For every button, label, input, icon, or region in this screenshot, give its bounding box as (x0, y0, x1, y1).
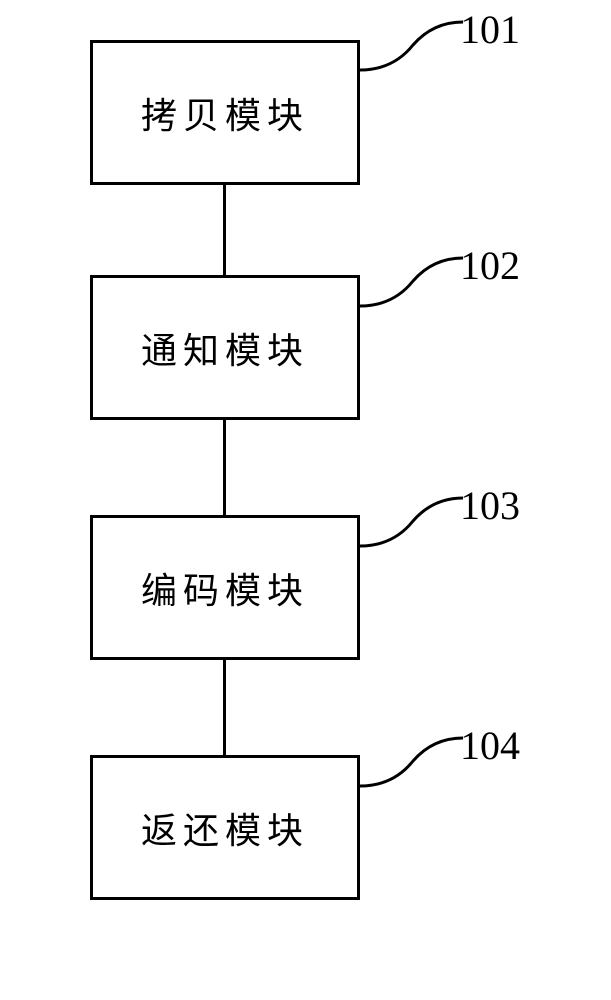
node-return-module: 返还模块 (90, 755, 360, 900)
connector (223, 420, 226, 515)
node-label: 通知模块 (141, 322, 309, 374)
node-label: 返还模块 (141, 802, 309, 854)
callout-curve (358, 736, 468, 806)
node-label: 拷贝模块 (141, 87, 309, 139)
callout-curve (358, 256, 468, 326)
callout-number: 104 (460, 722, 520, 769)
callout-number: 102 (460, 242, 520, 289)
callout-number: 101 (460, 6, 520, 53)
callout-curve (358, 496, 468, 566)
node-label: 编码模块 (141, 562, 309, 614)
callout-curve (358, 20, 468, 90)
connector (223, 660, 226, 755)
node-encode-module: 编码模块 (90, 515, 360, 660)
node-copy-module: 拷贝模块 (90, 40, 360, 185)
connector (223, 185, 226, 275)
node-notify-module: 通知模块 (90, 275, 360, 420)
callout-number: 103 (460, 482, 520, 529)
